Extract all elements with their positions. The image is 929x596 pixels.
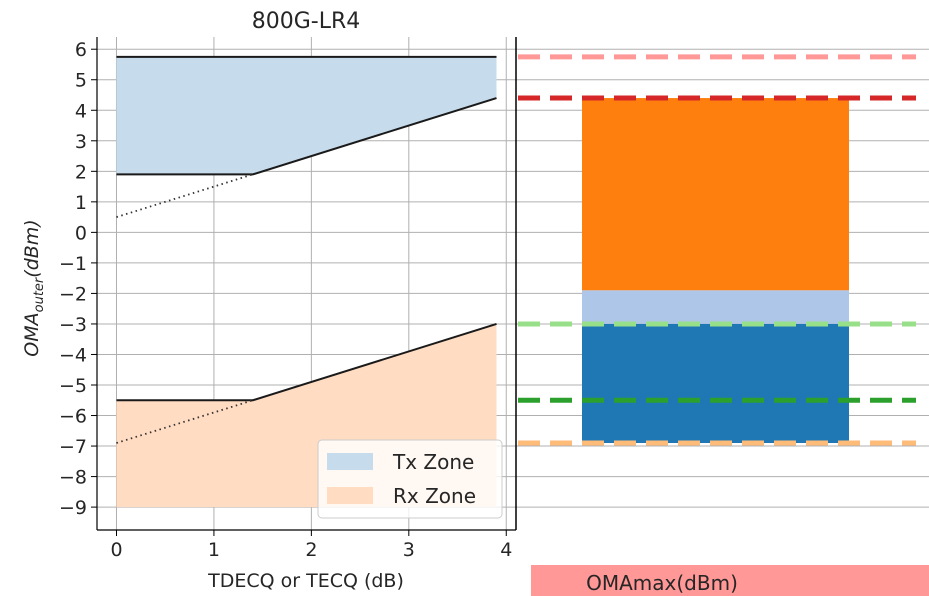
dotted-extension: [116, 173, 254, 218]
y-tick-label: −8: [59, 467, 87, 489]
omamax-bars: [582, 98, 849, 443]
y-axis-label: OMAouter(dBm): [21, 219, 47, 356]
y-tick-label: −2: [59, 283, 87, 305]
legend-label-rx: Rx Zone: [393, 484, 476, 508]
y-tick-label: −7: [59, 436, 87, 458]
y-axis-label-sub: outer: [32, 276, 47, 312]
y-tick-label: 1: [75, 192, 87, 214]
tx-lower-line: [116, 97, 497, 176]
omamax-bar: [582, 98, 849, 291]
zone-fill-tx: [116, 56, 497, 175]
legend-swatch-rx: [327, 487, 373, 504]
x-tick-label: 1: [208, 539, 220, 561]
y-axis-label-main: OMA: [21, 312, 43, 356]
y-tick-label: −5: [59, 375, 87, 397]
dotted-extension: [116, 399, 254, 444]
y-axis-label-unit: (dBm): [21, 219, 43, 277]
legend: Tx Zone Rx Zone: [317, 439, 503, 519]
rx-upper-line: [116, 322, 497, 402]
y-tick-label: −3: [59, 314, 87, 336]
y-tick-label: −9: [59, 497, 87, 519]
omamax-label-box: [531, 565, 929, 596]
x-tick-label: 3: [403, 539, 415, 561]
y-tick-label: −1: [59, 253, 87, 275]
legend-label-tx: Tx Zone: [392, 450, 474, 474]
y-tick-label: −6: [59, 406, 87, 428]
y-tick-labels: 6 5 4 3 2 1 0 −1 −2 −3 −4 −5 −6 −7 −8 −9: [59, 39, 97, 519]
x-axis-label: TDECQ or TECQ (dB): [207, 570, 404, 592]
y-tick-label: 3: [75, 131, 87, 153]
x-tick-labels: 0 1 2 3 4: [96, 37, 516, 561]
omamax-bar: [582, 323, 849, 443]
legend-swatch-tx: [327, 453, 373, 470]
y-tick-label: 5: [75, 70, 87, 92]
y-tick-label: 6: [75, 39, 87, 61]
y-tick-label: 2: [75, 161, 87, 183]
chart-title: 800G-LR4: [252, 9, 361, 34]
x-tick-label: 0: [110, 539, 122, 561]
y-tick-label: 0: [75, 222, 87, 244]
omamax-label: OMAmax(dBm): [586, 571, 738, 595]
boundary-lines: [116, 55, 497, 444]
y-tick-label: −4: [59, 344, 87, 366]
reference-lines: [518, 54, 916, 446]
y-tick-label: 4: [75, 100, 87, 122]
x-tick-label: 2: [305, 539, 317, 561]
x-tick-label: 4: [500, 539, 512, 561]
omamax-bar: [582, 290, 849, 324]
